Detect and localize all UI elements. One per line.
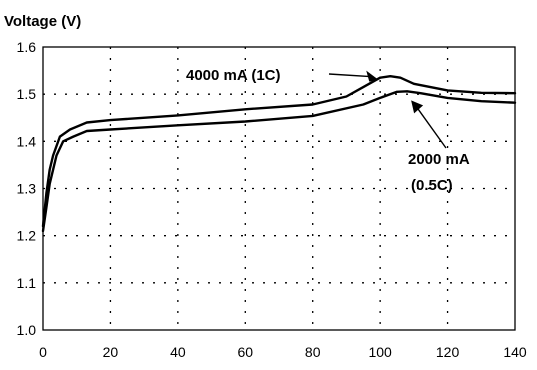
- series-lines: [41, 74, 517, 233]
- y-tick-label: 1.6: [17, 39, 37, 55]
- annotation-4000ma-arrowhead: [366, 70, 379, 82]
- annotation-4000ma-label: 4000 mA (1C): [186, 67, 280, 84]
- y-tick-label: 1.1: [17, 275, 37, 291]
- series-line-2000ma: [41, 90, 517, 233]
- x-tick-label: 20: [103, 344, 119, 360]
- y-tick-label: 1.4: [17, 133, 37, 149]
- tick-labels: 0 20 40 60 80 100 120 140 1.0 1.1 1.2 1.3 1.4 1.5 1.6: [17, 39, 527, 360]
- grid-lines: [43, 47, 515, 330]
- y-tick-label: 1.3: [17, 181, 37, 197]
- annotation-2000ma-arrowhead: [411, 100, 424, 114]
- y-axis-label: Voltage (V): [4, 13, 81, 30]
- plot-frame: [42, 46, 516, 331]
- x-tick-label: 40: [170, 344, 186, 360]
- y-tick-label: 1.0: [17, 322, 37, 338]
- y-tick-label: 1.5: [17, 86, 37, 102]
- annotation-4000ma-arrow: [328, 73, 373, 78]
- x-tick-label: 0: [39, 344, 47, 360]
- x-tick-label: 140: [503, 344, 527, 360]
- annotation-2000ma-label-line1: 2000 mA: [408, 151, 470, 168]
- series-line-4000ma: [41, 74, 517, 228]
- annotations: 4000 mA (1C) 2000 mA (0.5C): [186, 67, 470, 194]
- annotation-2000ma-arrow: [415, 105, 447, 149]
- x-tick-label: 120: [436, 344, 460, 360]
- x-tick-label: 80: [305, 344, 321, 360]
- x-tick-label: 100: [368, 344, 392, 360]
- x-tick-label: 60: [237, 344, 253, 360]
- y-tick-label: 1.2: [17, 228, 37, 244]
- annotation-2000ma-label-line2: (0.5C): [411, 177, 453, 194]
